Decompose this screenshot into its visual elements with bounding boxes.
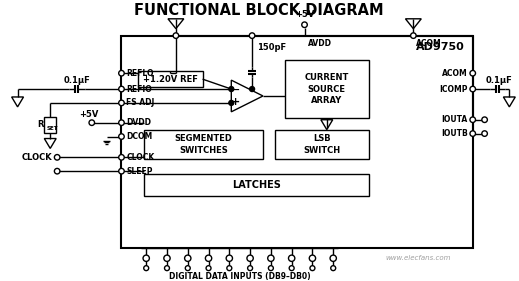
Text: CLOCK: CLOCK	[127, 153, 155, 162]
Bar	[275, 130, 369, 159]
Text: +1.20V REF: +1.20V REF	[143, 75, 198, 84]
Text: REFLO: REFLO	[127, 69, 154, 78]
Circle shape	[119, 134, 124, 139]
Bar	[285, 60, 369, 118]
Circle shape	[248, 266, 253, 271]
Text: REFIO: REFIO	[127, 85, 152, 94]
Circle shape	[268, 266, 274, 271]
Bar	[144, 130, 263, 159]
Circle shape	[185, 255, 191, 261]
Circle shape	[310, 266, 315, 271]
Text: 0.1μF: 0.1μF	[486, 76, 513, 85]
Circle shape	[250, 87, 254, 92]
Circle shape	[289, 266, 294, 271]
Text: −: −	[230, 85, 240, 95]
Text: ACOM: ACOM	[416, 39, 442, 48]
Circle shape	[482, 117, 487, 123]
Text: FS ADJ: FS ADJ	[127, 98, 155, 107]
Text: IOUTA: IOUTA	[442, 115, 468, 124]
Text: +5V: +5V	[295, 10, 314, 19]
Circle shape	[229, 87, 234, 92]
Circle shape	[119, 86, 124, 92]
Text: +: +	[230, 97, 240, 107]
Text: LATCHES: LATCHES	[232, 180, 281, 190]
Circle shape	[119, 168, 124, 174]
Text: DVDD: DVDD	[127, 118, 152, 127]
Text: 0.1μF: 0.1μF	[63, 76, 90, 85]
Circle shape	[226, 255, 233, 261]
Circle shape	[143, 255, 149, 261]
Circle shape	[164, 255, 170, 261]
Circle shape	[330, 255, 336, 261]
Circle shape	[470, 86, 475, 92]
Text: SET: SET	[46, 126, 58, 131]
Circle shape	[119, 71, 124, 76]
Bar	[44, 117, 56, 133]
Text: www.elecfans.com: www.elecfans.com	[386, 255, 451, 261]
Circle shape	[470, 117, 475, 123]
Text: +5V: +5V	[79, 110, 99, 119]
Circle shape	[289, 255, 295, 261]
Circle shape	[119, 100, 124, 106]
Text: CURRENT
SOURCE
ARRAY: CURRENT SOURCE ARRAY	[305, 73, 349, 105]
Circle shape	[185, 266, 190, 271]
Text: FUNCTIONAL BLOCK DIAGRAM: FUNCTIONAL BLOCK DIAGRAM	[134, 3, 384, 18]
Circle shape	[249, 33, 255, 38]
Circle shape	[54, 168, 60, 174]
Circle shape	[165, 266, 170, 271]
Bar	[138, 71, 202, 87]
Circle shape	[470, 131, 475, 136]
Circle shape	[89, 120, 94, 125]
Circle shape	[119, 155, 124, 160]
Circle shape	[206, 255, 212, 261]
Circle shape	[247, 255, 253, 261]
Circle shape	[173, 33, 179, 38]
Circle shape	[144, 266, 148, 271]
Text: AD9750: AD9750	[416, 42, 465, 53]
Circle shape	[206, 266, 211, 271]
Bar	[144, 174, 369, 196]
Circle shape	[229, 100, 234, 105]
Text: R: R	[37, 120, 43, 129]
Bar	[121, 36, 473, 248]
Circle shape	[302, 22, 307, 28]
Circle shape	[54, 155, 60, 160]
Circle shape	[482, 131, 487, 136]
Circle shape	[309, 255, 316, 261]
Text: SEGMENTED
SWITCHES: SEGMENTED SWITCHES	[175, 134, 233, 155]
Text: ICOMP: ICOMP	[439, 85, 468, 94]
Text: SLEEP: SLEEP	[127, 167, 153, 176]
Text: ACOM: ACOM	[442, 69, 468, 78]
Circle shape	[119, 120, 124, 125]
Circle shape	[411, 33, 416, 38]
Text: DIGITAL DATA INPUTS (DB9–DB0): DIGITAL DATA INPUTS (DB9–DB0)	[169, 271, 310, 280]
Text: AVDD: AVDD	[307, 39, 332, 48]
Circle shape	[470, 71, 475, 76]
Circle shape	[268, 255, 274, 261]
Text: CLOCK: CLOCK	[22, 153, 52, 162]
Text: 150pF: 150pF	[257, 43, 286, 52]
Text: IOUTB: IOUTB	[441, 129, 468, 138]
Text: LSB
SWITCH: LSB SWITCH	[303, 134, 340, 155]
Text: DCOM: DCOM	[127, 132, 153, 141]
Circle shape	[331, 266, 336, 271]
Circle shape	[227, 266, 232, 271]
